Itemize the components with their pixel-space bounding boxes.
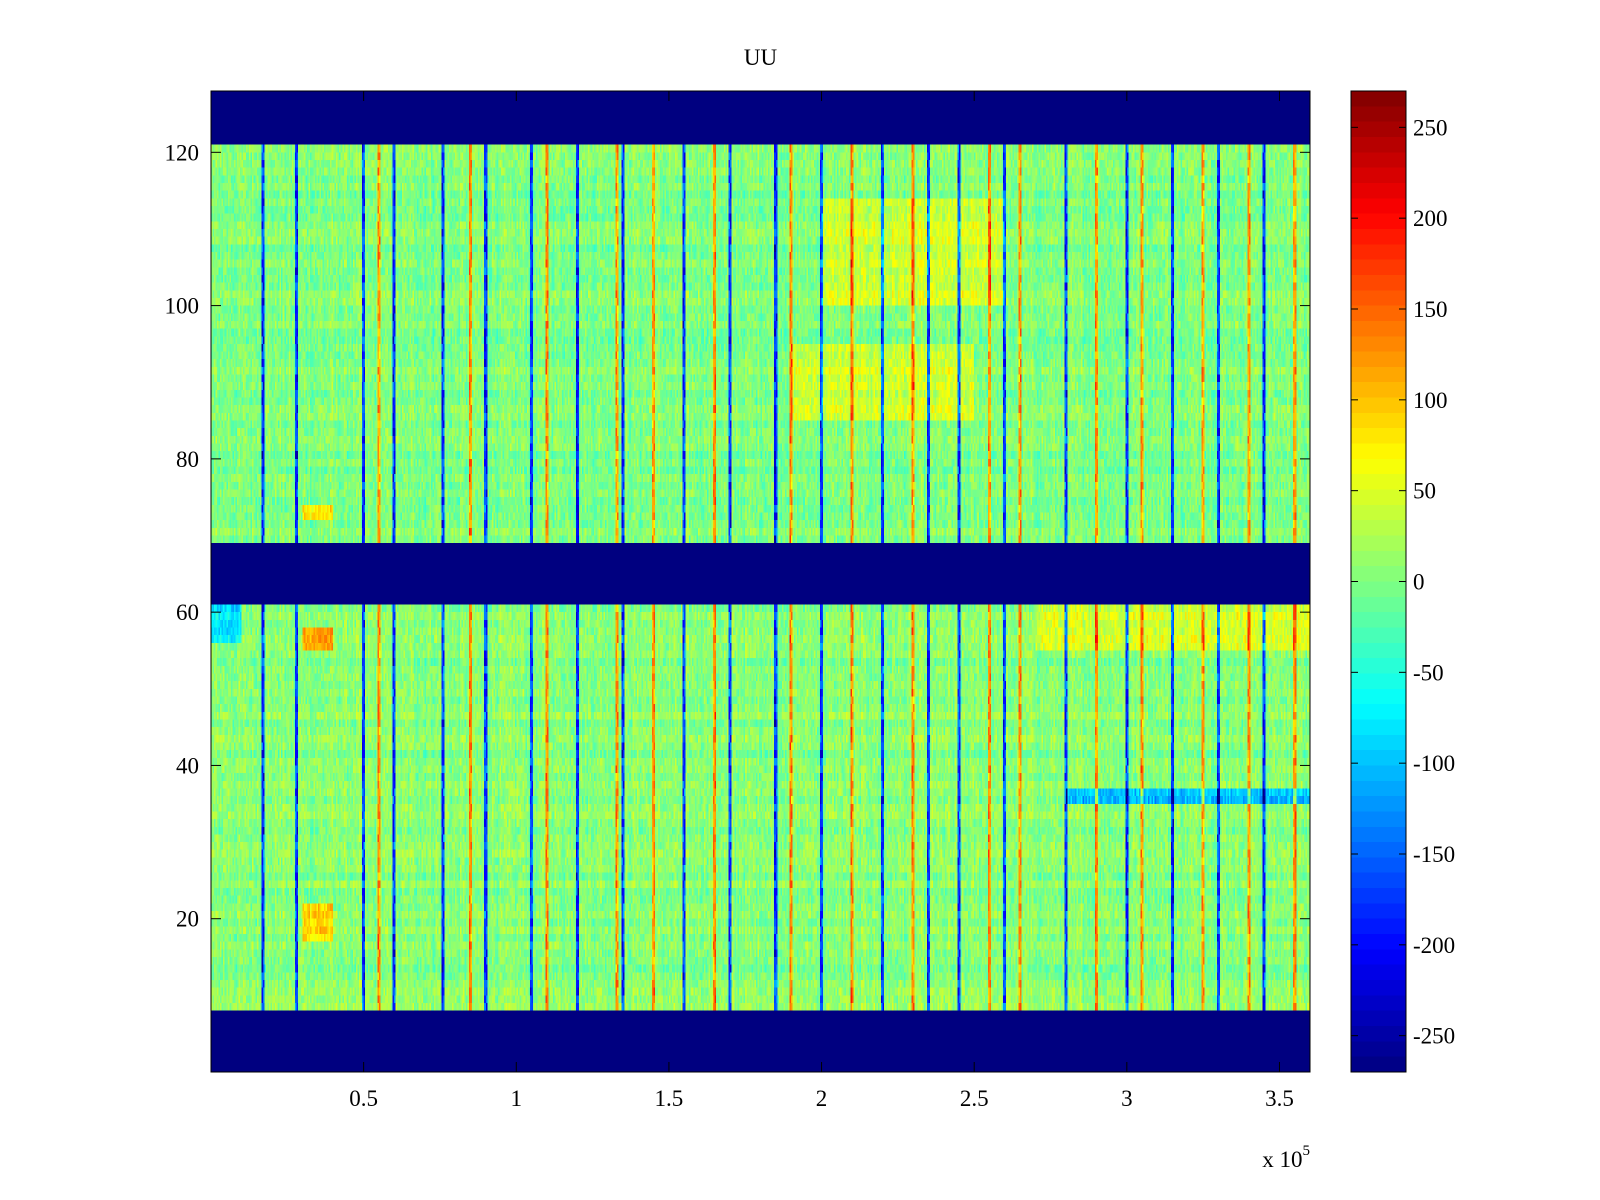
x-tick-label: 0.5 <box>349 1086 378 1111</box>
colorbar-tick-label: -250 <box>1413 1024 1455 1049</box>
y-tick-label: 60 <box>176 600 199 625</box>
x-tick-label: 3.5 <box>1265 1086 1294 1111</box>
x-tick-label: 3 <box>1121 1086 1133 1111</box>
heatmap-image <box>211 91 1310 1072</box>
x-exponent-power: 5 <box>1303 1143 1311 1159</box>
x-exponent-base: x 10 <box>1262 1147 1302 1172</box>
colorbar-tick-label: 100 <box>1413 388 1448 413</box>
colorbar-tick-label: -100 <box>1413 751 1455 776</box>
colorbar-tick-label: -150 <box>1413 842 1455 867</box>
x-tick-label: 1.5 <box>655 1086 684 1111</box>
plot-frame <box>210 90 1311 1073</box>
colorbar-gradient <box>1351 91 1406 1072</box>
colorbar-tick-label: 250 <box>1413 115 1448 140</box>
chart-title: UU <box>744 45 778 70</box>
colorbar-tick-label: 0 <box>1413 570 1425 595</box>
y-tick-label: 20 <box>176 907 199 932</box>
y-tick-label: 100 <box>165 294 200 319</box>
heatmap-plot-area <box>211 91 1310 1072</box>
colorbar-tick-label: 150 <box>1413 297 1448 322</box>
y-tick-label: 80 <box>176 447 199 472</box>
x-axis-exponent-label: x 105 <box>1262 1143 1310 1172</box>
y-tick-label: 40 <box>176 753 199 778</box>
colorbar: 250 200 150 100 50 0 -50 -100 -150 -200 -250 <box>1350 90 1455 1073</box>
y-tick-label: 120 <box>165 140 200 165</box>
x-tick-label: 2.5 <box>960 1086 989 1111</box>
colorbar-tick-label: -200 <box>1413 933 1455 958</box>
x-tick-label: 2 <box>816 1086 828 1111</box>
colorbar-tick-label: 50 <box>1413 479 1436 504</box>
x-tick-label: 1 <box>511 1086 523 1111</box>
colorbar-tick-label: -50 <box>1413 660 1444 685</box>
axes: 0.5 1 1.5 2 2.5 3 3.5 20 40 60 80 100 120 <box>165 90 1311 1111</box>
colorbar-tick-label: 200 <box>1413 206 1448 231</box>
